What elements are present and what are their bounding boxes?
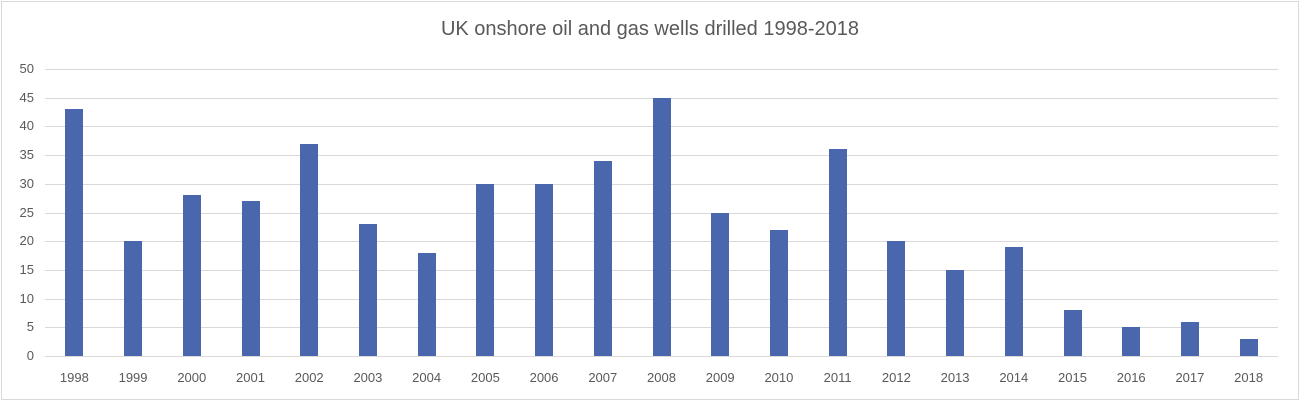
bar-2002 [300, 143, 319, 356]
bar-2006 [535, 183, 554, 356]
x-tick-label: 2017 [1175, 370, 1205, 385]
x-tick-label: 2015 [1058, 370, 1087, 385]
bar-2016 [1122, 327, 1141, 356]
x-tick-label: 2004 [412, 370, 442, 385]
y-tick-label: 20 [19, 233, 34, 248]
x-tick-label: 2002 [294, 370, 324, 385]
x-tick-label: 2008 [647, 370, 676, 385]
bar-2009 [711, 212, 730, 356]
x-tick-label: 2011 [823, 370, 852, 385]
x-tick-label: 2006 [529, 370, 559, 385]
bar-2008 [652, 97, 671, 356]
x-tick-label: 1998 [59, 370, 89, 385]
x-tick-label: 2009 [705, 370, 735, 385]
y-tick-label: 0 [26, 348, 34, 363]
x-tick-label: 2013 [940, 370, 970, 385]
x-tick-label: 2001 [236, 370, 265, 385]
x-tick-label: 2016 [1116, 370, 1146, 385]
x-tick-label: 1999 [118, 370, 148, 385]
bar-2014 [1004, 246, 1023, 356]
bar-1998 [65, 109, 84, 356]
bar-2015 [1063, 310, 1082, 356]
x-tick-label: 2005 [470, 370, 500, 385]
bar-2005 [476, 183, 495, 356]
gridline [45, 356, 1278, 357]
bar-2013 [946, 269, 965, 356]
x-tick-label: 2000 [177, 370, 207, 385]
bar-2004 [417, 252, 436, 356]
bar-2018 [1239, 338, 1258, 356]
y-tick-label: 30 [19, 176, 34, 191]
y-tick-label: 40 [19, 118, 34, 133]
y-tick-label: 50 [19, 61, 34, 76]
bar-1999 [124, 241, 143, 356]
bar-2010 [769, 229, 788, 356]
gridline [45, 69, 1278, 70]
x-tick-label: 2003 [353, 370, 383, 385]
x-tick-label: 2012 [881, 370, 911, 385]
x-tick-label: 2014 [999, 370, 1029, 385]
bar-2017 [1180, 321, 1199, 356]
bar-2011 [828, 149, 847, 356]
x-tick-label: 2007 [588, 370, 618, 385]
chart-title: UK onshore oil and gas wells drilled 199… [440, 18, 860, 40]
y-tick-label: 15 [19, 262, 34, 277]
y-tick-label: 5 [26, 319, 34, 334]
bar-2003 [358, 223, 377, 356]
y-tick-label: 25 [19, 205, 34, 220]
x-tick-label: 2018 [1234, 370, 1264, 385]
y-tick-label: 45 [19, 90, 34, 105]
x-tick-label: 2010 [764, 370, 794, 385]
bar-2012 [887, 241, 906, 356]
bar-2007 [593, 160, 612, 356]
y-tick-label: 35 [19, 147, 34, 162]
bar-2000 [182, 195, 201, 356]
bar-2001 [241, 201, 260, 356]
y-tick-label: 10 [19, 291, 34, 306]
